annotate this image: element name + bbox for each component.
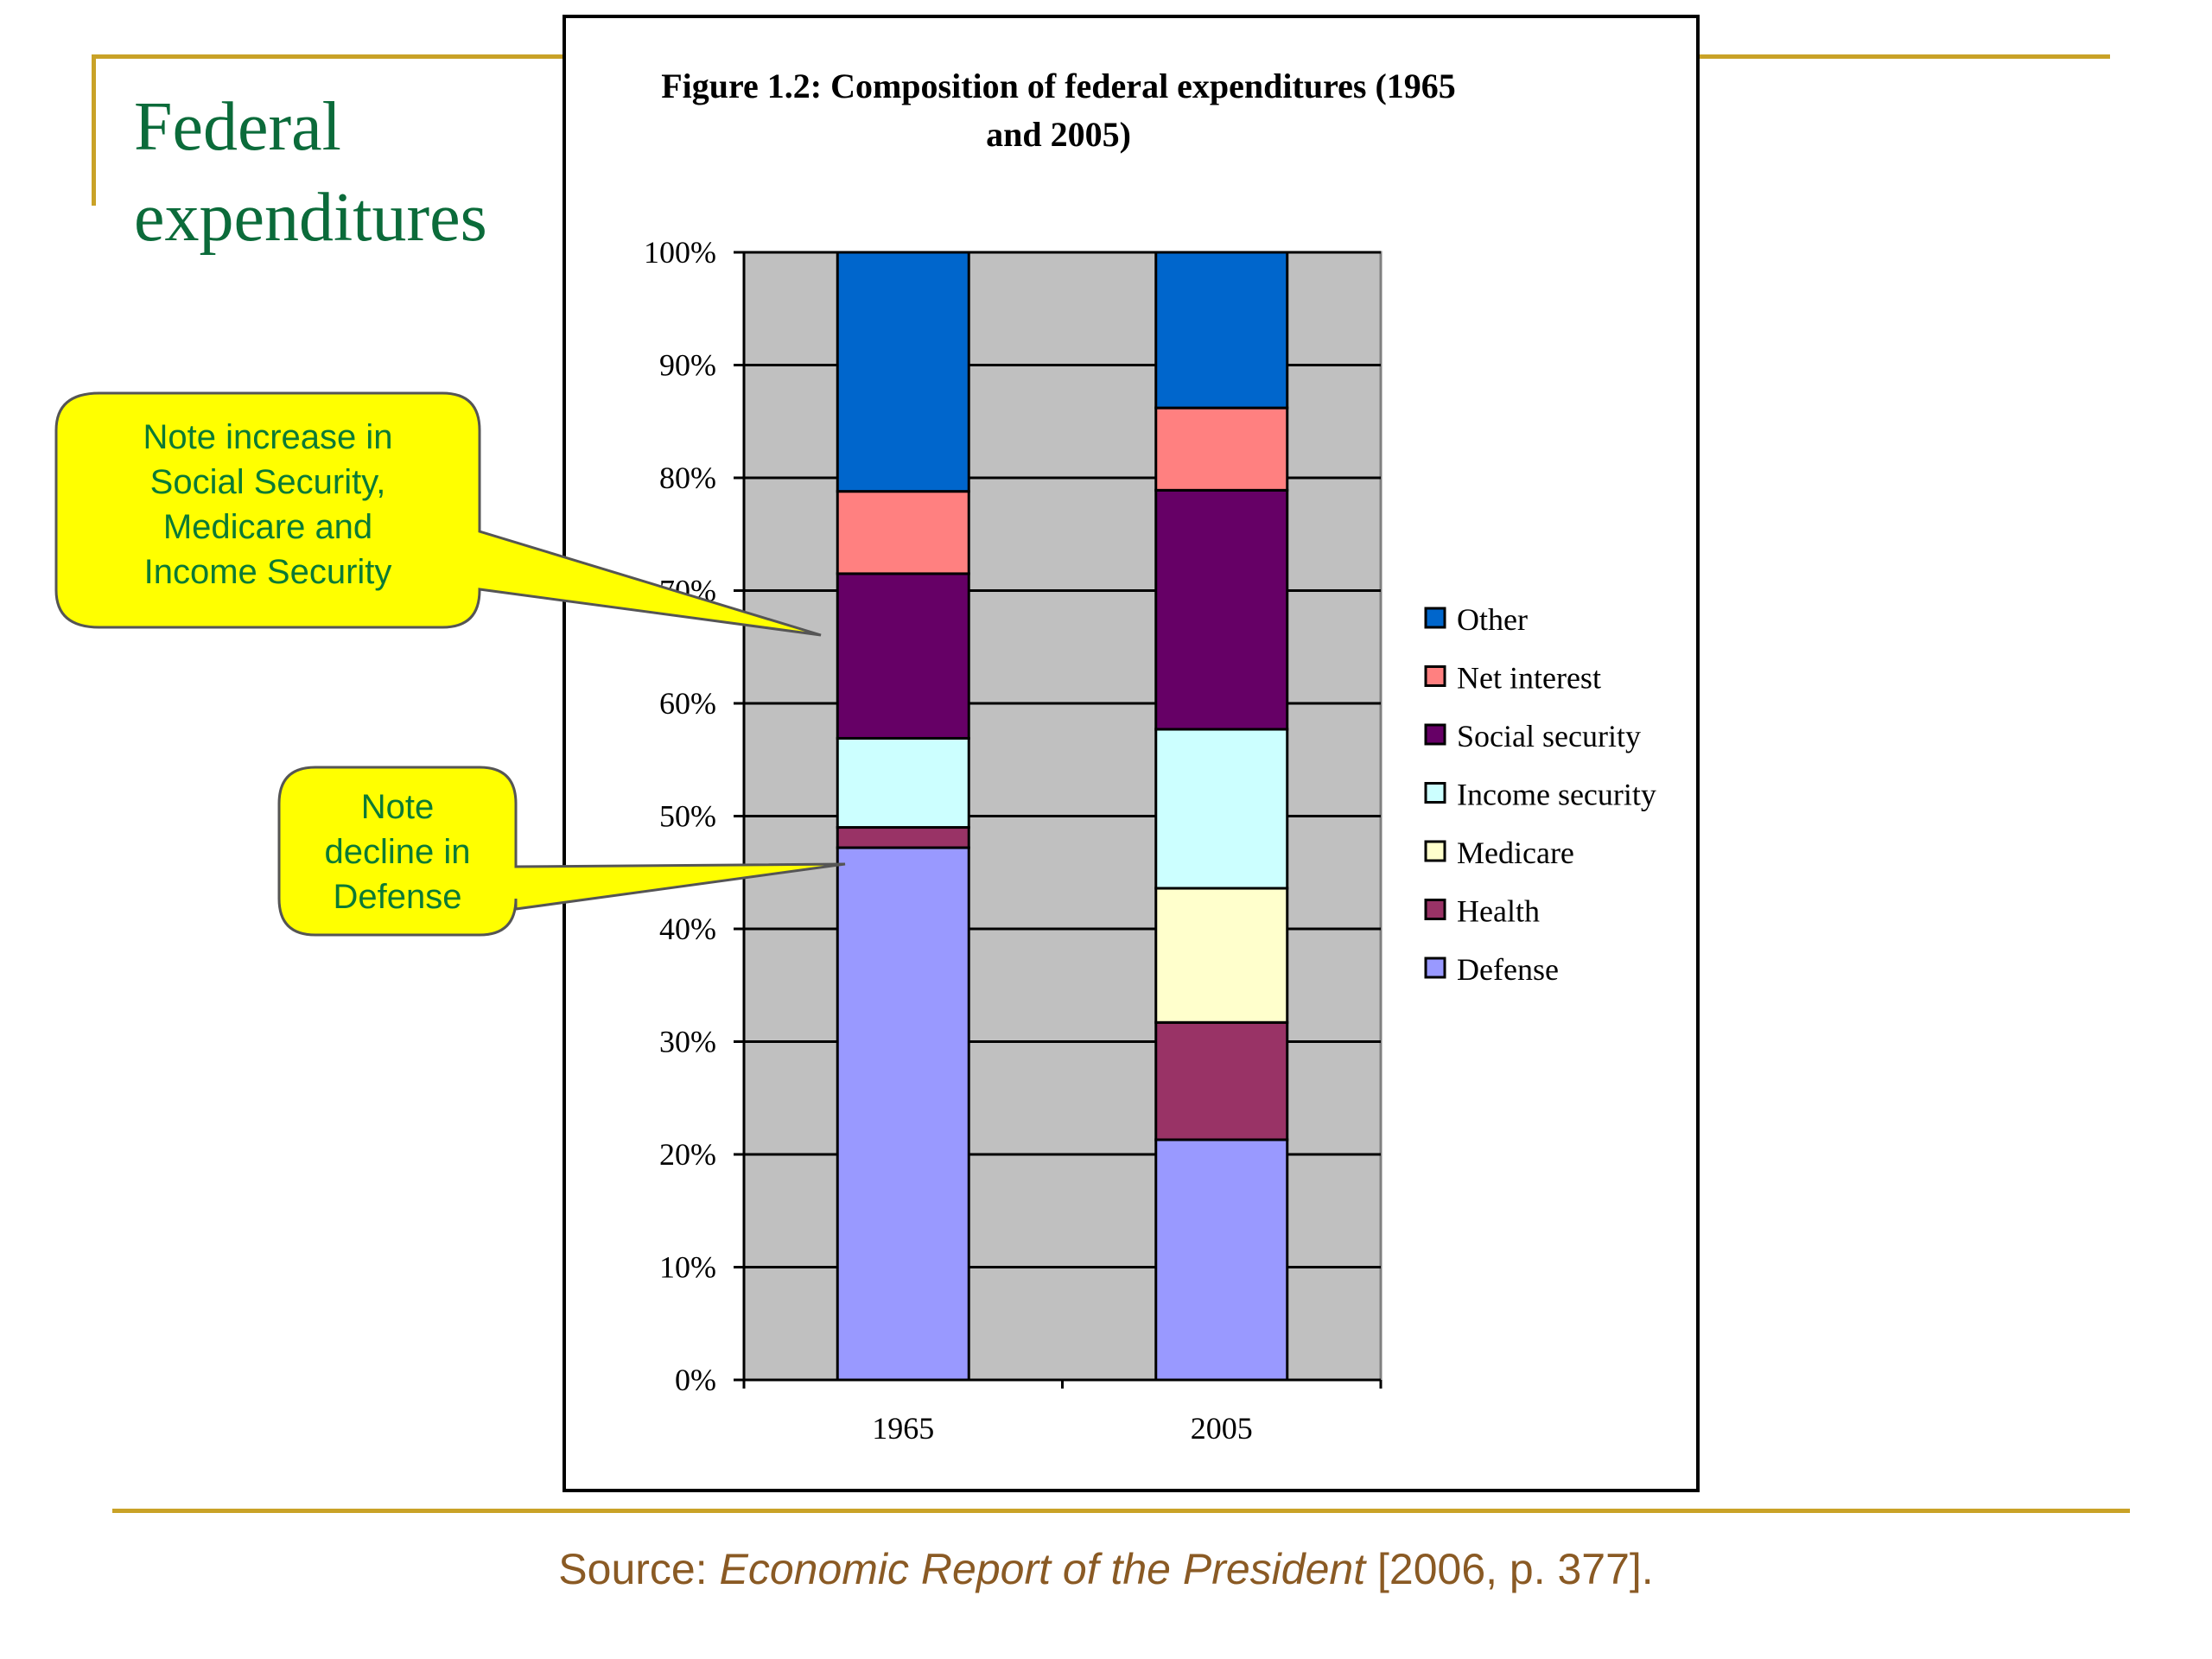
slide-title: Federal expenditures bbox=[134, 82, 487, 264]
plot-area: 0%10%20%30%40%50%60%70%80%90%100%1965 200… bbox=[644, 235, 1656, 1446]
legend-label-defense: Defense bbox=[1457, 952, 1559, 987]
callout-increase-line-3: Medicare and bbox=[162, 508, 373, 546]
bar-segment-other bbox=[1154, 251, 1289, 410]
slide-title-line-1: Federal bbox=[134, 89, 341, 165]
legend-label-other: Other bbox=[1457, 602, 1528, 637]
bar-segment-social-security bbox=[836, 572, 970, 740]
legend-swatch-medicare bbox=[1424, 840, 1446, 862]
bar-segment-net-interest bbox=[1154, 406, 1289, 492]
chart-title: Figure 1.2: Composition of federal expen… bbox=[605, 62, 1512, 159]
y-tick-label: 30% bbox=[659, 1025, 716, 1059]
callout-shapes bbox=[54, 391, 846, 937]
y-tick-label: 90% bbox=[659, 348, 716, 383]
callout-defense-line-1: Note bbox=[360, 788, 435, 826]
callout-increase-line-1: Note increase in bbox=[143, 418, 393, 456]
source-suffix: [2006, p. 377]. bbox=[1365, 1545, 1654, 1593]
bar-segment-income-security bbox=[1154, 728, 1289, 890]
y-tick-label: 10% bbox=[659, 1250, 716, 1285]
x-tick-label: 2005 bbox=[1191, 1411, 1253, 1446]
legend-label-income-security: Income security bbox=[1457, 778, 1656, 812]
bar-segment-medicare bbox=[1154, 887, 1289, 1024]
y-tick-label: 40% bbox=[659, 912, 716, 946]
callout-defense-line-2: decline in bbox=[324, 833, 471, 871]
source-prefix: Source: bbox=[558, 1545, 720, 1593]
bar-segment-defense bbox=[1154, 1138, 1289, 1382]
legend-swatch-health bbox=[1424, 899, 1446, 920]
legend-swatch-social-security bbox=[1424, 723, 1446, 746]
bar-segment-social-security bbox=[1154, 488, 1289, 731]
chart-title-line-2: and 2005) bbox=[986, 115, 1131, 154]
callout-defense-text: Note decline in Defense bbox=[279, 785, 516, 919]
callout-bubble-defense bbox=[277, 766, 846, 937]
legend-swatch-defense bbox=[1424, 957, 1446, 979]
y-tick-label: 0% bbox=[675, 1363, 716, 1397]
footer-rule bbox=[112, 1509, 2130, 1513]
bar-segment-other bbox=[836, 251, 970, 493]
x-tick-label: 1965 bbox=[872, 1411, 934, 1446]
bar-segment-health bbox=[1154, 1020, 1289, 1141]
source-title: Economic Report of the President bbox=[719, 1545, 1366, 1593]
title-rule-left-horizontal bbox=[92, 54, 563, 59]
legend-swatch-net-interest bbox=[1424, 665, 1446, 687]
title-rule-left-vertical bbox=[92, 54, 96, 206]
y-tick-label: 50% bbox=[659, 799, 716, 834]
legend-label-net-interest: Net interest bbox=[1457, 661, 1601, 696]
y-tick-label: 20% bbox=[659, 1137, 716, 1172]
legend-label-health: Health bbox=[1457, 894, 1540, 929]
slide-title-line-2: expenditures bbox=[134, 180, 487, 256]
bar-segment-income-security bbox=[836, 736, 970, 830]
callout-increase-line-4: Income Security bbox=[143, 553, 392, 591]
y-tick-label: 100% bbox=[644, 235, 716, 270]
y-tick-label: 80% bbox=[659, 461, 716, 495]
callout-increase-text: Note increase in Social Security, Medica… bbox=[56, 415, 480, 594]
callout-increase-line-2: Social Security, bbox=[149, 463, 386, 501]
bar-segment-health bbox=[836, 826, 970, 849]
legend-swatch-income-security bbox=[1424, 782, 1446, 804]
chart-title-line-1: Figure 1.2: Composition of federal expen… bbox=[661, 67, 1456, 105]
bar-segment-net-interest bbox=[836, 490, 970, 575]
legend-label-medicare: Medicare bbox=[1457, 836, 1574, 870]
bar-segment-defense bbox=[836, 846, 970, 1382]
source-citation: Source: Economic Report of the President… bbox=[0, 1544, 2212, 1594]
callout-bubble-increase bbox=[54, 391, 822, 637]
legend-label-social-security: Social security bbox=[1457, 719, 1641, 753]
legend-swatch-other bbox=[1424, 607, 1446, 629]
callout-defense-line-3: Defense bbox=[333, 878, 462, 916]
title-rule-right-horizontal bbox=[1700, 54, 2110, 59]
y-tick-label: 60% bbox=[659, 686, 716, 721]
